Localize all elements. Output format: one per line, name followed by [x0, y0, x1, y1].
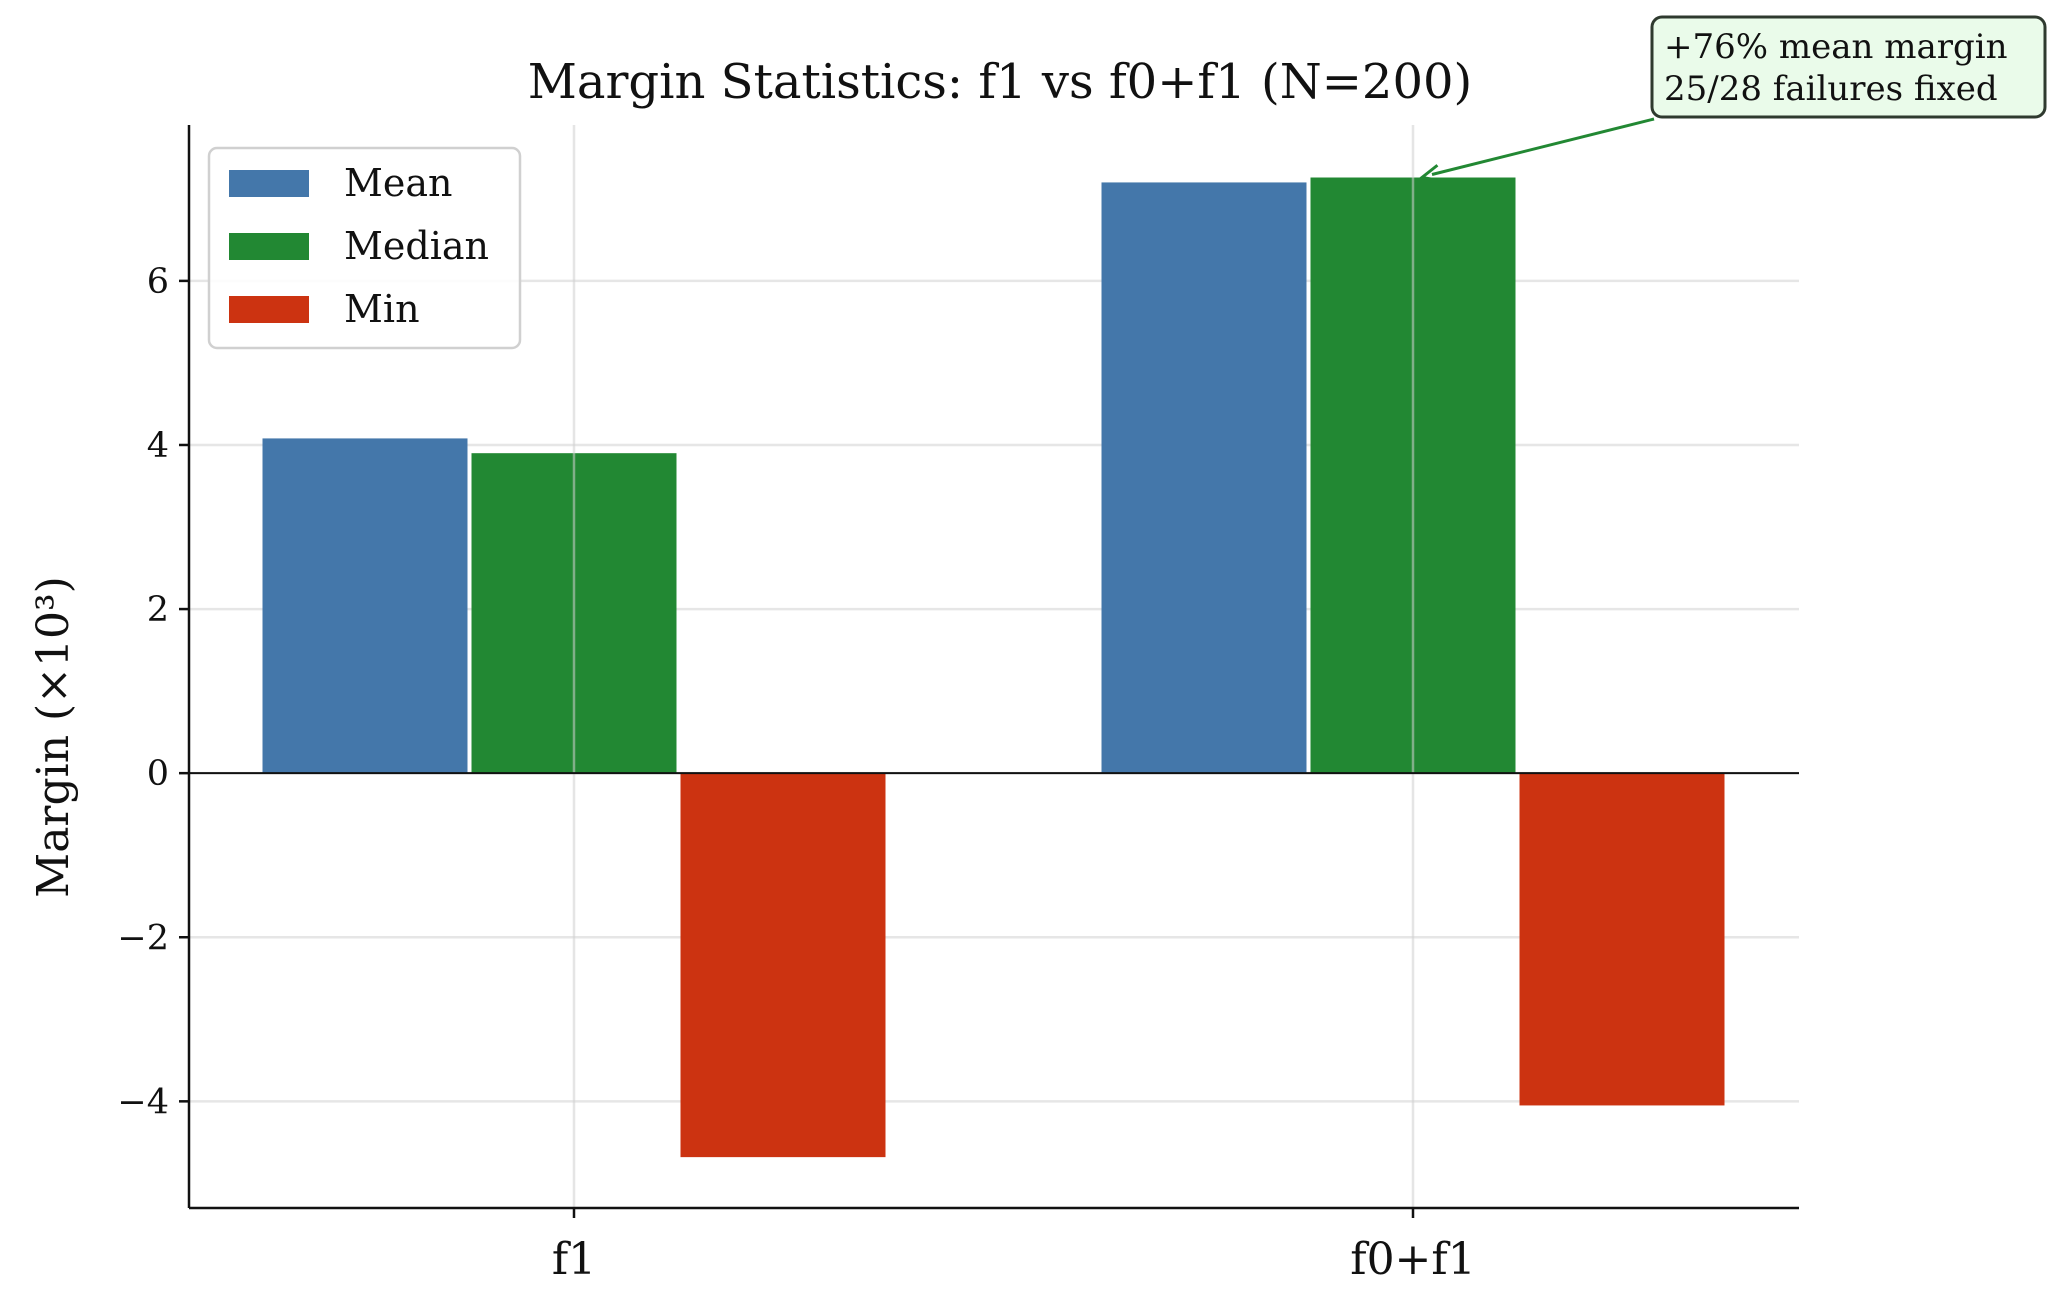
axes-layer	[187, 125, 1799, 1210]
y-axis-label: Margin (×10³)	[28, 576, 79, 898]
annotation-line-1: +76% mean margin	[1664, 27, 2008, 67]
y-tick-label: 0	[147, 754, 169, 794]
y-tick-label: 6	[147, 262, 169, 302]
x-tick-label: f0+f1	[1350, 1234, 1475, 1285]
bars-layer	[262, 177, 1725, 1158]
legend-label-mean: Mean	[344, 161, 453, 205]
bar-min-f0+f1	[1519, 773, 1725, 1106]
legend: Mean Median Min	[207, 146, 522, 350]
legend-swatch-min	[229, 296, 309, 323]
bar-mean-f0+f1	[1101, 182, 1307, 774]
annotation-box	[1650, 15, 2047, 119]
legend-swatch-mean	[229, 170, 309, 197]
annotation-arrow	[1431, 117, 1655, 176]
bar-min-f1	[680, 773, 886, 1158]
x-tick-label: f1	[552, 1234, 596, 1285]
bar-mean-f1	[262, 438, 468, 774]
y-tick-label: 4	[147, 426, 169, 466]
annotation-arrowhead	[1418, 164, 1442, 183]
chart-title: Margin Statistics: f1 vs f0+f1 (N=200)	[528, 54, 1473, 110]
legend-label-min: Min	[344, 287, 420, 331]
y-tick-label: −2	[117, 918, 169, 958]
legend-swatch-median	[229, 233, 309, 260]
annotation-line-2: 25/28 failures fixed	[1664, 69, 1998, 109]
legend-label-median: Median	[344, 224, 489, 268]
y-tick-label: 2	[147, 590, 169, 630]
y-tick-label: −4	[117, 1082, 169, 1122]
ticks-layer: −4 −2 0 2 4 6 f1 f0+f1	[117, 262, 1475, 1285]
